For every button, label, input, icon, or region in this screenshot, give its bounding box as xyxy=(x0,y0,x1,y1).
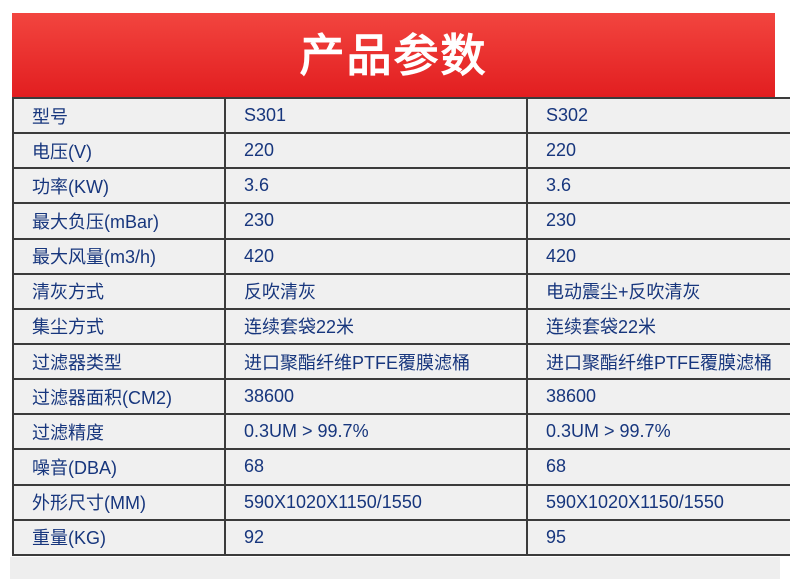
spec-label: 重量(KG) xyxy=(12,518,226,557)
spec-value-model-2: 68 xyxy=(526,448,790,486)
spec-value-model-2: 3.6 xyxy=(526,167,790,205)
spec-label: 功率(KW) xyxy=(12,167,226,205)
table-row: 过滤精度 0.3UM > 99.7% 0.3UM > 99.7% xyxy=(12,413,790,451)
table-row: 集尘方式 连续套袋22米 连续套袋22米 xyxy=(12,307,790,345)
table-row: 清灰方式 反吹清灰 电动震尘+反吹清灰 xyxy=(12,272,790,310)
spec-label: 电压(V) xyxy=(12,132,226,170)
spec-value-model-1: 230 xyxy=(224,202,528,240)
spec-value-model-1: 38600 xyxy=(224,378,528,416)
table-row: 型号 S301 S302 xyxy=(12,96,790,135)
spec-label: 过滤器面积(CM2) xyxy=(12,378,226,416)
table-row: 过滤器面积(CM2) 38600 38600 xyxy=(12,378,790,416)
spec-table: 型号 S301 S302 电压(V) 220 220 功率(KW) 3.6 3.… xyxy=(12,96,790,557)
table-row: 噪音(DBA) 68 68 xyxy=(12,448,790,486)
spec-value-model-1: 92 xyxy=(224,518,528,557)
table-row: 过滤器类型 进口聚酯纤维PTFE覆膜滤桶 进口聚酯纤维PTFE覆膜滤桶 xyxy=(12,342,790,381)
spec-value-model-2: 0.3UM > 99.7% xyxy=(526,413,790,451)
product-params-banner: 产品参数 xyxy=(12,13,775,97)
spec-value-model-2: 电动震尘+反吹清灰 xyxy=(526,272,790,310)
spec-label: 外形尺寸(MM) xyxy=(12,483,226,521)
bottom-strip xyxy=(10,557,780,579)
page-title: 产品参数 xyxy=(299,29,488,81)
spec-value-model-1: 进口聚酯纤维PTFE覆膜滤桶 xyxy=(224,342,528,381)
spec-value-model-1: 3.6 xyxy=(224,167,528,205)
spec-value-model-2: 230 xyxy=(526,202,790,240)
table-row: 电压(V) 220 220 xyxy=(12,132,790,170)
spec-label: 过滤精度 xyxy=(12,413,226,451)
table-row: 最大风量(m3/h) 420 420 xyxy=(12,237,790,275)
spec-label: 噪音(DBA) xyxy=(12,448,226,486)
spec-value-model-1: 590X1020X1150/1550 xyxy=(224,483,528,521)
spec-value-model-2: 220 xyxy=(526,132,790,170)
spec-value-model-1: 0.3UM > 99.7% xyxy=(224,413,528,451)
spec-label: 型号 xyxy=(12,96,226,135)
spec-value-model-1: 反吹清灰 xyxy=(224,272,528,310)
spec-label: 最大风量(m3/h) xyxy=(12,237,226,275)
table-row: 最大负压(mBar) 230 230 xyxy=(12,202,790,240)
spec-value-model-1: 420 xyxy=(224,237,528,275)
spec-label: 集尘方式 xyxy=(12,307,226,345)
spec-label: 清灰方式 xyxy=(12,272,226,310)
spec-value-model-1: S301 xyxy=(224,96,528,135)
spec-value-model-2: S302 xyxy=(526,96,790,135)
table-row: 功率(KW) 3.6 3.6 xyxy=(12,167,790,205)
spec-value-model-2: 420 xyxy=(526,237,790,275)
spec-value-model-2: 95 xyxy=(526,518,790,557)
spec-label: 过滤器类型 xyxy=(12,342,226,381)
spec-value-model-2: 进口聚酯纤维PTFE覆膜滤桶 xyxy=(526,342,790,381)
spec-value-model-1: 68 xyxy=(224,448,528,486)
spec-value-model-1: 连续套袋22米 xyxy=(224,307,528,345)
spec-value-model-1: 220 xyxy=(224,132,528,170)
table-row: 重量(KG) 92 95 xyxy=(12,518,790,557)
spec-value-model-2: 38600 xyxy=(526,378,790,416)
spec-value-model-2: 590X1020X1150/1550 xyxy=(526,483,790,521)
spec-value-model-2: 连续套袋22米 xyxy=(526,307,790,345)
table-row: 外形尺寸(MM) 590X1020X1150/1550 590X1020X115… xyxy=(12,483,790,521)
spec-label: 最大负压(mBar) xyxy=(12,202,226,240)
